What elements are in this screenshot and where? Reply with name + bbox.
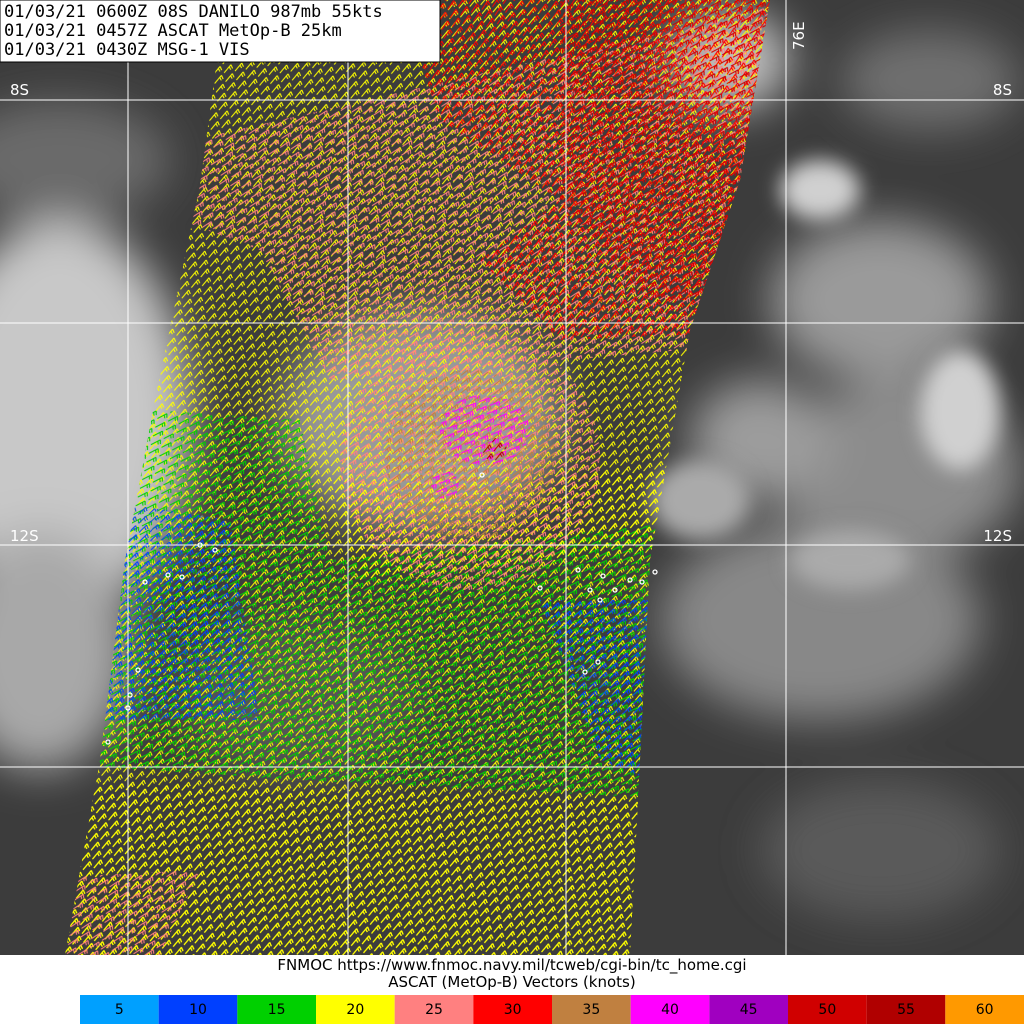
footer-line: ASCAT (MetOp-B) Vectors (knots) — [388, 973, 635, 991]
legend: 5 10 15 20 25 30 35 40 45 50 55 60 — [80, 995, 1024, 1024]
lat-label: 12S — [10, 527, 39, 545]
lat-label: 8S — [10, 81, 29, 99]
legend-label: 30 — [504, 1002, 522, 1018]
header-line: 01/03/21 0457Z ASCAT MetOp-B 25km — [4, 21, 342, 41]
legend-label: 25 — [425, 1002, 443, 1018]
lon-label: 76E — [790, 21, 808, 50]
legend-swatch — [630, 995, 710, 1024]
legend-label: 10 — [189, 1002, 207, 1018]
footer-line: FNMOC https://www.fnmoc.navy.mil/tcweb/c… — [277, 956, 746, 975]
header-line: 01/03/21 0430Z MSG-1 VIS — [4, 40, 250, 60]
legend-swatch — [866, 995, 946, 1024]
legend-label: 20 — [346, 1002, 364, 1018]
lat-label: 12S — [983, 527, 1012, 545]
legend-label: 45 — [740, 1002, 758, 1018]
legend-label: 5 — [115, 1002, 124, 1018]
legend-swatch — [80, 995, 159, 1024]
legend-label: 15 — [268, 1002, 286, 1018]
legend-swatch — [788, 995, 867, 1024]
legend-label: 55 — [897, 1002, 915, 1018]
lat-label: 8S — [993, 81, 1012, 99]
legend-swatch — [552, 995, 631, 1024]
legend-label: 60 — [976, 1002, 994, 1018]
legend-swatch — [709, 995, 788, 1024]
grid — [0, 0, 1024, 955]
legend-swatch — [945, 995, 1024, 1024]
header-box — [0, 0, 441, 63]
legend-swatch — [316, 995, 395, 1024]
legend-label: 35 — [582, 1002, 600, 1018]
header-line: 01/03/21 0600Z 08S DANILO 987mb 55kts — [4, 2, 383, 22]
legend-swatch — [237, 995, 316, 1024]
legend-label: 50 — [818, 1002, 836, 1018]
legend-label: 40 — [661, 1002, 679, 1018]
legend-swatch — [394, 995, 474, 1024]
satellite-image: 8S 8S 12S 12S 76E — [0, 0, 1024, 955]
legend-swatch — [158, 995, 238, 1024]
legend-swatch — [473, 995, 552, 1024]
